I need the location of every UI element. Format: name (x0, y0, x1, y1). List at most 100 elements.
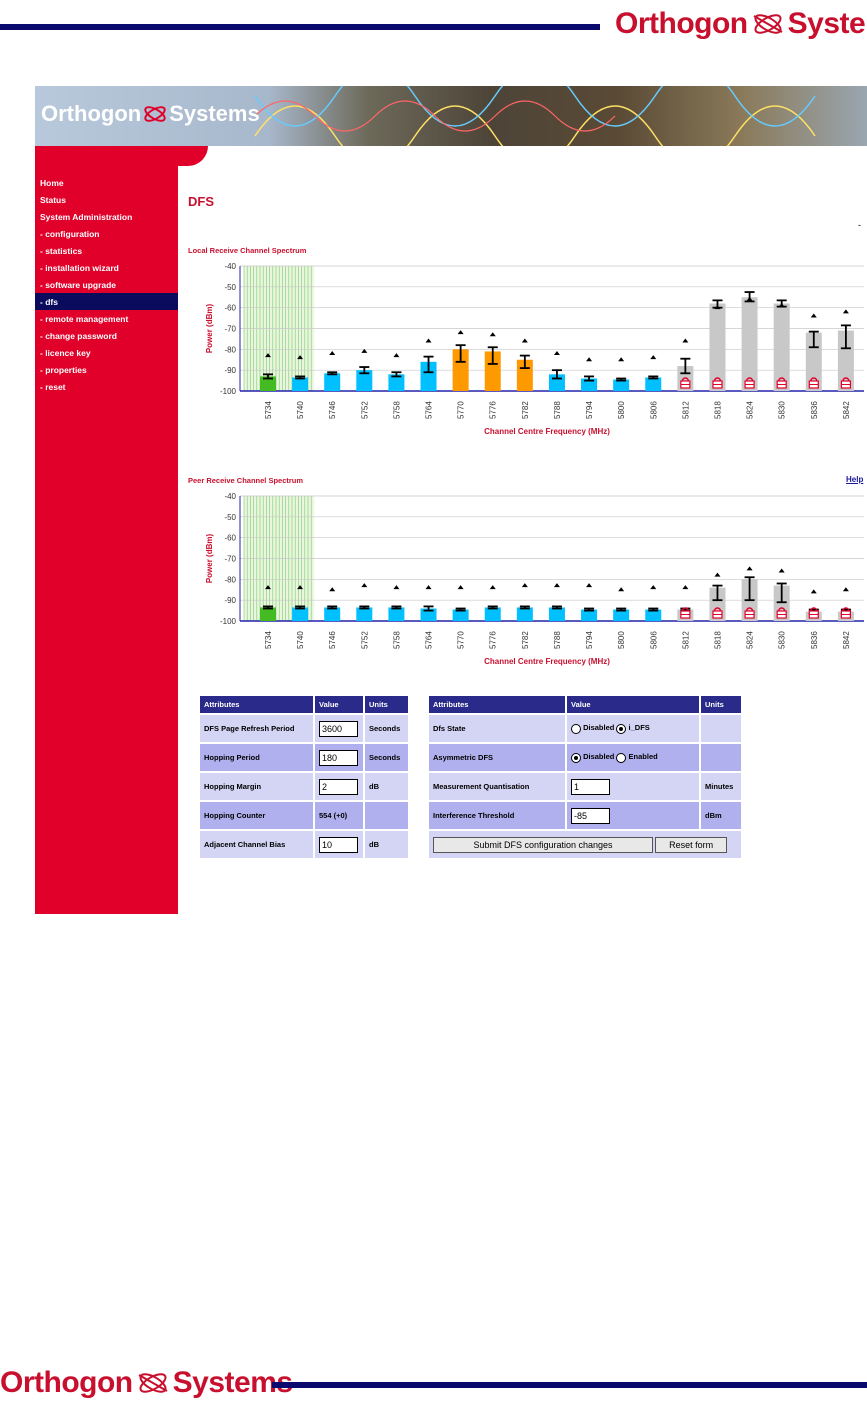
bar-5806 (645, 609, 662, 621)
reset-form-button[interactable]: Reset form (655, 836, 728, 853)
dfs-state-units (701, 715, 741, 742)
dfs-state-idfs-radio[interactable] (616, 723, 627, 734)
bar-5758 (388, 607, 405, 621)
x-tick-label: 5752 (360, 631, 369, 649)
asymmetric-enabled-radio[interactable] (616, 752, 627, 763)
sidebar-item[interactable]: Home (40, 178, 64, 188)
bar-5770 (452, 349, 469, 391)
sidebar-item[interactable]: - reset (40, 382, 66, 392)
x-tick-label: 5812 (681, 631, 690, 649)
x-tick-label: 5740 (296, 631, 305, 649)
peak-marker (778, 303, 785, 308)
interference-threshold-input[interactable] (571, 807, 610, 824)
dfs-state-options: Disabled i_DFS (567, 715, 699, 742)
peak-marker (457, 585, 464, 590)
peak-marker (489, 585, 496, 590)
bar-5746 (324, 373, 341, 391)
dfs-state-idfs-label: i_DFS (628, 723, 650, 733)
peak-marker (425, 338, 432, 343)
peer-chart-title: Peer Receive Channel Spectrum (188, 476, 304, 485)
x-tick-label: 5788 (553, 631, 562, 649)
peak-marker (746, 296, 753, 301)
x-tick-label: 5776 (489, 401, 498, 419)
bar-5776 (484, 351, 501, 391)
col-units: Units (701, 696, 741, 713)
x-tick-label: 5824 (746, 401, 755, 419)
y-axis-label: Power (dBm) (205, 534, 214, 584)
lock-icon-shackle (745, 607, 754, 612)
sidebar-item[interactable]: - dfs (40, 297, 58, 307)
attribute-label: Adjacent Channel Bias (200, 831, 313, 858)
peak-marker (842, 309, 849, 314)
sidebar-item[interactable]: - software upgrade (40, 280, 117, 290)
sidebar-item[interactable]: Status (40, 195, 66, 205)
asymmetric-disabled-label: Disabled (583, 752, 615, 762)
sidebar-item[interactable]: - change password (40, 331, 117, 341)
bar-5740 (292, 377, 309, 391)
bar-5800 (613, 609, 630, 621)
banner-logo-word-1: Orthogon (41, 101, 142, 126)
x-tick-label: 5800 (617, 401, 626, 419)
content-corner (178, 146, 208, 166)
x-axis-label: Channel Centre Frequency (MHz) (484, 657, 610, 666)
lock-icon-shackle (842, 377, 850, 382)
page-title: DFS (188, 194, 214, 209)
peak-marker (425, 585, 432, 590)
sidebar-item[interactable]: - configuration (40, 229, 100, 239)
footer-rule (272, 1382, 867, 1388)
attribute-value-input[interactable] (319, 720, 358, 737)
y-tick-label: -80 (224, 345, 236, 354)
browser-screenshot: Orthogon Systems Home Status System Admini… (35, 86, 867, 914)
y-tick-label: -90 (224, 596, 236, 605)
attribute-value-input[interactable] (319, 836, 358, 853)
asymmetric-dfs-units (701, 744, 741, 771)
globe-swirl-icon (144, 106, 166, 122)
peak-marker (393, 353, 400, 358)
peak-marker (586, 583, 593, 588)
lock-icon-shackle (810, 607, 818, 612)
peak-marker (682, 338, 689, 343)
sidebar-item[interactable]: - statistics (40, 246, 83, 256)
bar-5818 (709, 303, 726, 391)
bar-5764 (420, 608, 437, 621)
peak-marker (265, 585, 271, 590)
y-tick-label: -90 (224, 366, 236, 375)
x-tick-label: 5830 (778, 401, 787, 419)
help-link[interactable]: Help (846, 475, 864, 484)
sidebar-item[interactable]: - installation wizard (40, 263, 119, 273)
bar-5770 (452, 609, 469, 621)
dfs-state-disabled-radio[interactable] (571, 723, 581, 734)
measurement-quantisation-input[interactable] (571, 778, 610, 795)
logo-word-2: Systems (787, 7, 867, 40)
submit-dfs-button[interactable]: Submit DFS configuration changes (433, 836, 653, 853)
y-tick-label: -70 (224, 325, 236, 334)
sidebar-item[interactable]: System Administration (40, 212, 133, 222)
asymmetric-disabled-radio[interactable] (571, 752, 581, 763)
col-value: Value (567, 696, 699, 713)
attribute-value-input[interactable] (319, 749, 358, 766)
sidebar-item[interactable]: - licence key (40, 348, 91, 358)
x-tick-label: 5818 (713, 631, 722, 649)
sidebar-item[interactable]: - remote management (40, 314, 129, 324)
peak-marker (361, 348, 368, 353)
measurement-quantisation-units: Minutes (701, 773, 741, 800)
sidebar-item[interactable]: - properties (40, 365, 87, 375)
peak-marker (714, 305, 721, 310)
sidebar-nav: Home Status System Administration - configu… (35, 146, 178, 914)
x-tick-label: 5812 (681, 401, 690, 419)
x-tick-label: 5842 (842, 401, 851, 419)
x-tick-label: 5818 (713, 401, 722, 419)
bar-5746 (324, 607, 341, 621)
attribute-value-input[interactable] (319, 778, 358, 795)
peak-marker (586, 357, 593, 362)
logo-word-1: Orthogon (615, 7, 748, 40)
y-tick-label: -60 (224, 534, 236, 543)
attribute-value (315, 715, 363, 742)
attribute-units (365, 802, 408, 829)
attribute-label: Hopping Margin (200, 773, 313, 800)
lock-icon-shackle (713, 607, 722, 612)
y-tick-label: -80 (224, 575, 236, 584)
col-units: Units (365, 696, 408, 713)
main-content: DFS - Local Receive Channel Spectrum Pee… (178, 146, 867, 914)
attribute-units: Seconds (365, 744, 408, 771)
